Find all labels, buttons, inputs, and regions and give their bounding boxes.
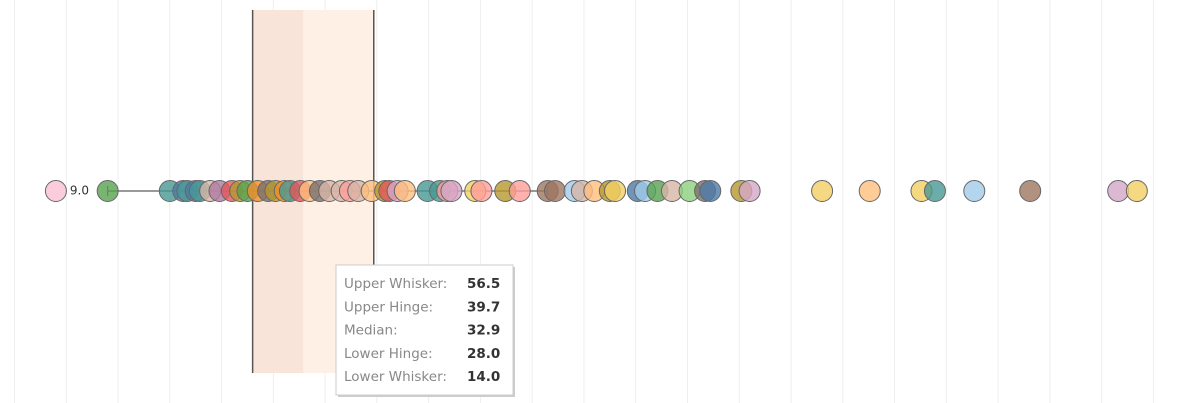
tooltip-label: Lower Whisker: [344,369,447,385]
data-label: 9.0 [70,184,89,198]
tooltip-value: 14.0 [467,369,500,385]
dot [393,180,416,202]
dot [470,180,493,202]
dot [738,180,761,202]
dot [604,180,627,202]
dot [44,180,67,202]
dot [811,180,834,202]
dot [440,180,463,202]
tooltip-label: Upper Whisker: [344,276,447,292]
dot [699,180,722,202]
dot [923,180,946,202]
tooltip: Upper Whisker: 56.5 Upper Hinge: 39.7 Median… [335,264,515,397]
tooltip-value: 32.9 [467,323,500,339]
tooltip-label: Median: [344,323,398,339]
dot [858,180,881,202]
tooltip-value: 56.5 [467,276,500,292]
dot [1125,180,1148,202]
tooltip-label: Lower Hinge: [344,346,433,362]
tooltip-value: 28.0 [467,346,500,362]
tooltip-box [335,264,514,396]
tooltip-label: Upper Hinge: [344,299,433,315]
dot [1019,180,1042,202]
tooltip-value: 39.7 [467,299,500,315]
dot [508,180,531,202]
dot [543,180,566,202]
dot [96,180,119,202]
dot [963,180,986,202]
dot [1107,180,1130,202]
